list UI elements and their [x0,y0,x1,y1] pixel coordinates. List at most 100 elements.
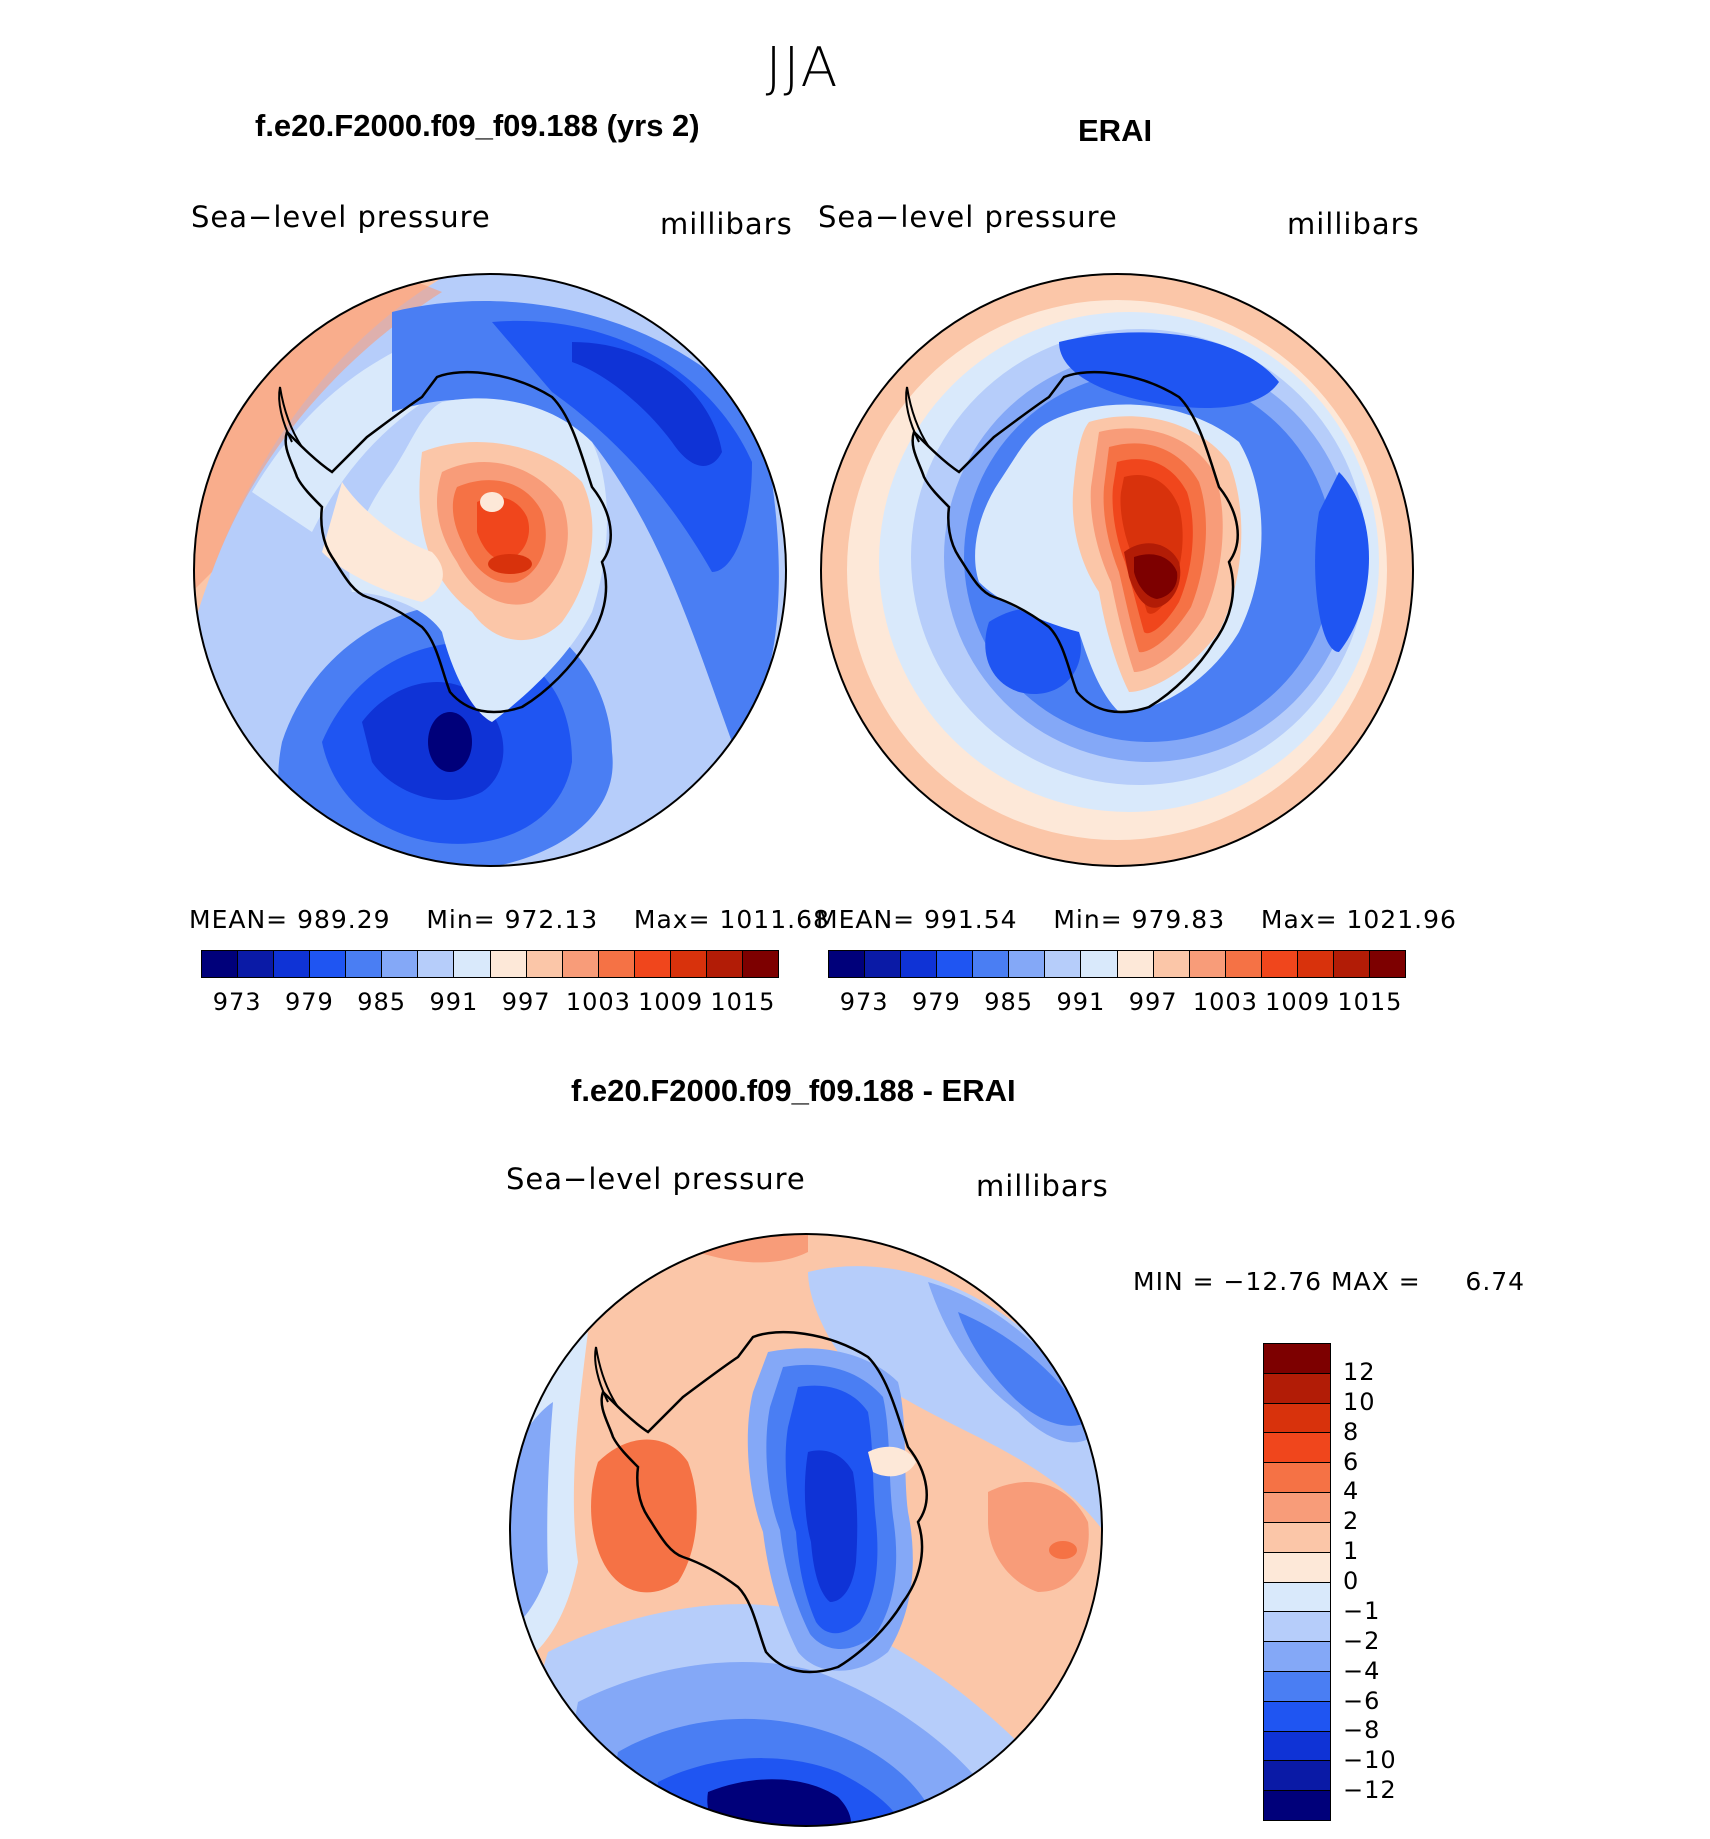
diff-minmax: MIN = −12.76 MAX = 6.74 [1133,1267,1525,1296]
diff-colorbar-tick: 2 [1343,1507,1360,1536]
diff-colorbar-swatch [1264,1791,1330,1820]
diff-colorbar-swatch [1264,1373,1330,1404]
obs-low-right [1315,472,1369,652]
diff-colorbar-swatch [1264,1701,1330,1732]
diff-colorbar-tick: −8 [1343,1716,1381,1745]
model-colorbar-swatch [634,951,671,977]
obs-colorbar-swatch [1333,951,1370,977]
diff-units-label: millibars [976,1169,1109,1203]
obs-colorbar-swatch [973,951,1010,977]
model-low-upper-deep [572,342,722,466]
model-colorbar-swatch [562,951,599,977]
diff-colorbar-tick: −1 [1343,1596,1381,1625]
diff-colorbar-tick: −6 [1343,1686,1381,1715]
diff-upper-right-cool [808,1266,1102,1532]
model-variable-label: Sea−level pressure [191,200,491,234]
model-colorbar-swatch [346,951,383,977]
diff-map-border [509,1233,1103,1827]
obs-max-label: Max= [1260,905,1338,934]
model-min-label: Min= [426,905,496,934]
obs-colorbar-tick: 1009 [1265,988,1331,1016]
model-max-label: Max= [633,905,711,934]
model-low-min [428,712,472,772]
model-units-label: millibars [660,207,793,241]
model-colorbar-swatch [706,951,743,977]
obs-low-lower [985,608,1081,694]
diff-colorbar-swatch [1264,1403,1330,1434]
diff-south-min [707,1779,851,1826]
obs-colorbar-tick: 1003 [1192,988,1258,1016]
model-min-value: 972.13 [504,905,599,934]
diff-panel-title: f.e20.F2000.f09_f09.188 - ERAI [571,1073,1016,1108]
obs-colorbar-tick: 991 [1056,988,1106,1016]
obs-colorbar-swatch [901,951,938,977]
diff-top-warm [648,1234,808,1263]
model-colorbar-tick: 1015 [710,988,776,1016]
diff-warm-west [591,1439,697,1593]
model-coastline [284,370,612,714]
model-colorbar-swatch [598,951,635,977]
model-colorbar-swatch [418,951,455,977]
diff-colorbar-tick: 6 [1343,1447,1360,1476]
obs-colorbar-swatch [1297,951,1334,977]
obs-colorbar-tick: 973 [839,988,889,1016]
diff-colorbar-swatch [1264,1731,1330,1762]
model-colorbar-tick: 991 [429,988,479,1016]
model-colorbar-swatch [454,951,491,977]
model-colorbar-swatch [742,951,778,977]
model-map-border [193,273,787,867]
diff-continent-warm-notch [868,1446,916,1477]
obs-peninsula-coast [905,386,930,448]
model-high-4 [477,497,530,561]
obs-min-label: Min= [1053,905,1123,934]
diff-min-label: MIN = [1133,1267,1215,1296]
diff-coastline [600,1330,928,1674]
model-polar-map [193,273,787,867]
obs-mean-label: MEAN= [816,905,916,934]
model-peninsula-band [322,482,443,602]
model-colorbar-swatch [526,951,563,977]
obs-colorbar-swatch [1045,951,1082,977]
diff-colorbar-tick: 10 [1343,1387,1376,1416]
obs-colorbar-swatch [829,951,866,977]
model-high-max [488,554,532,574]
diff-colorbar-tick: −12 [1343,1776,1397,1805]
diff-colorbar-tick: −2 [1343,1626,1381,1655]
obs-mean-value: 991.54 [924,905,1018,934]
diff-colorbar-tick: 1 [1343,1537,1360,1566]
diff-continent-cool-4 [804,1450,858,1602]
obs-colorbar-swatch [1369,951,1405,977]
model-panel-title: f.e20.F2000.f09_f09.188 (yrs 2) [255,108,700,143]
model-stats: MEAN= 989.29 Min= 972.13 Max= 1011.68 [189,905,830,934]
diff-max-value: 6.74 [1465,1267,1526,1296]
model-colorbar-swatch [490,951,527,977]
obs-colorbar-swatch [1225,951,1262,977]
season-title: JJA [765,36,840,99]
model-colorbar-swatch [238,951,275,977]
obs-max-value: 1021.96 [1346,905,1457,934]
model-peninsula-coast [278,386,303,448]
model-colorbar [201,950,779,978]
obs-colorbar-swatch [1081,951,1118,977]
diff-colorbar-tick: 4 [1343,1477,1360,1506]
diff-colorbar-tick: 8 [1343,1417,1360,1446]
model-colorbar-tick: 979 [284,988,334,1016]
model-colorbar-tick: 973 [212,988,262,1016]
obs-polar-map [820,273,1414,867]
model-colorbar-tick: 997 [501,988,551,1016]
diff-colorbar-tick: −4 [1343,1656,1381,1685]
diff-colorbar-swatch [1264,1433,1330,1464]
obs-min-value: 979.83 [1131,905,1226,934]
model-colorbar-swatch [310,951,347,977]
obs-colorbar-swatch [865,951,902,977]
obs-variable-label: Sea−level pressure [818,200,1118,234]
diff-max-label: MAX = [1330,1267,1421,1296]
obs-colorbar-tick: 1015 [1337,988,1403,1016]
diff-colorbar-tick: −10 [1343,1746,1397,1775]
obs-colorbar-swatch [1009,951,1046,977]
obs-colorbar-swatch [1189,951,1226,977]
obs-high-max [1134,554,1178,599]
diff-colorbar-swatch [1264,1463,1330,1494]
diff-colorbar-swatch [1264,1522,1330,1553]
model-colorbar-swatch [670,951,707,977]
